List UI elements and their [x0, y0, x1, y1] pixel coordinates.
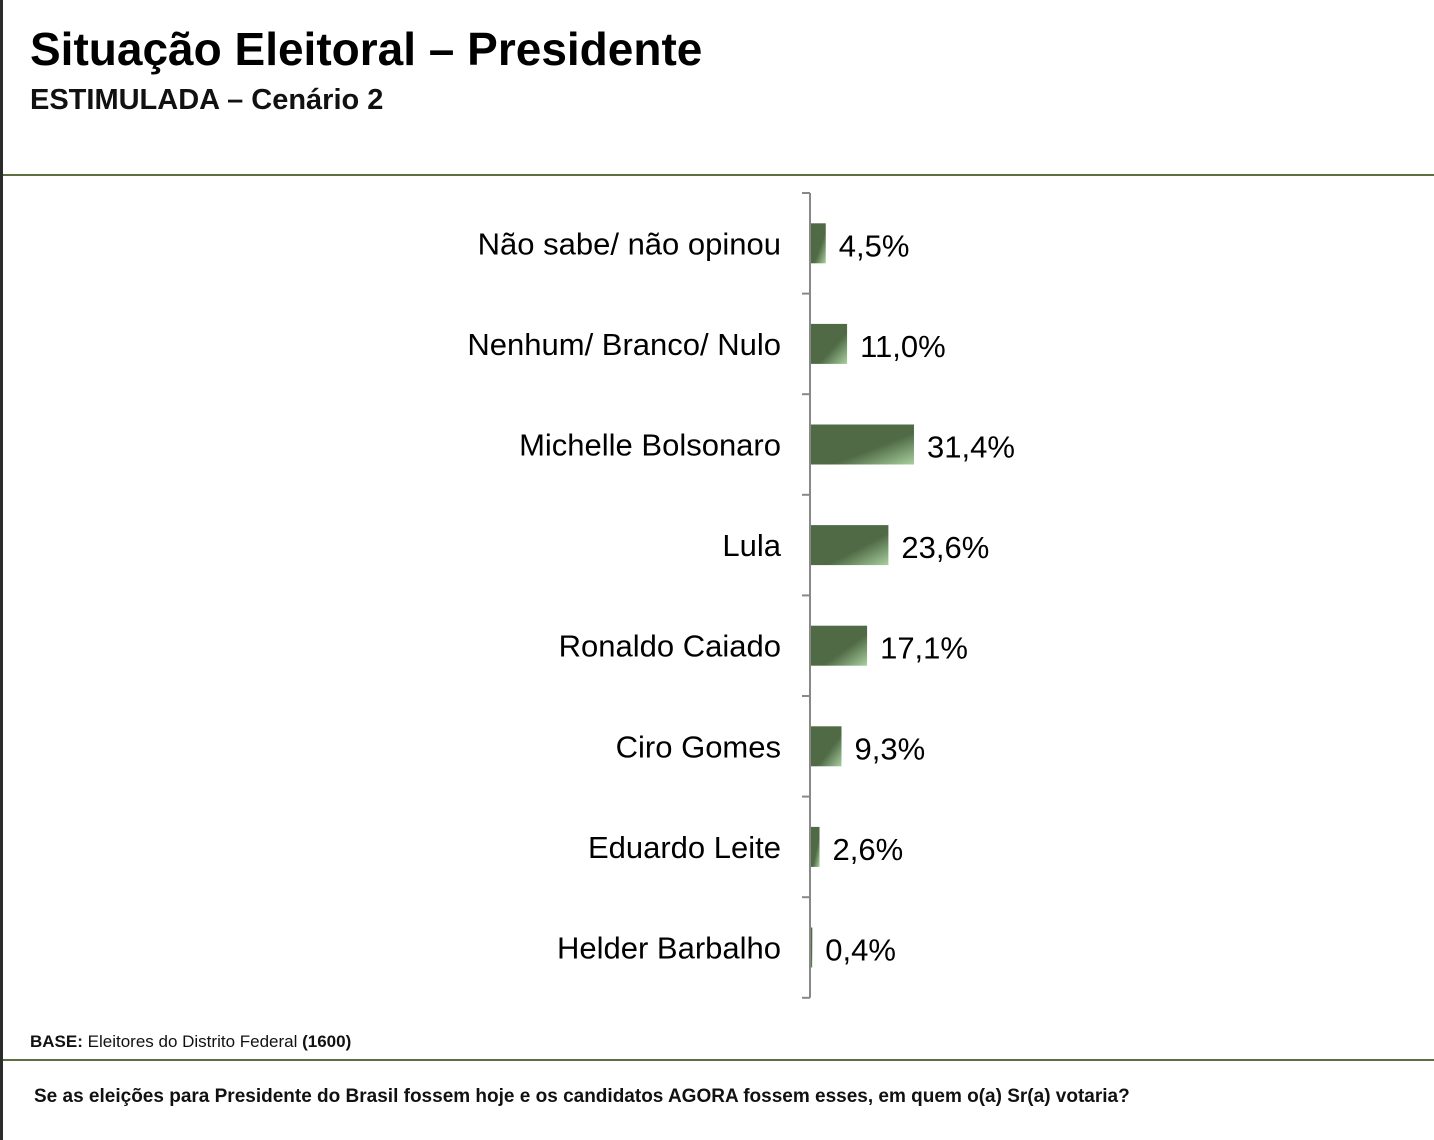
- data-label: 0,4%: [825, 933, 896, 968]
- category-label: Ronaldo Caiado: [559, 629, 781, 664]
- bar-1: [811, 323, 848, 364]
- data-label: 9,3%: [855, 731, 926, 766]
- category-label: Helder Barbalho: [557, 931, 781, 966]
- survey-question: Se as eleições para Presidente do Brasil…: [34, 1086, 1130, 1107]
- data-label: 11,0%: [860, 329, 946, 364]
- bar-6: [811, 826, 820, 867]
- divider-bottom: [3, 1059, 1434, 1061]
- bar-5: [811, 726, 842, 767]
- data-label: 31,4%: [927, 430, 1015, 465]
- base-label: BASE:: [30, 1032, 83, 1051]
- divider-top: [3, 174, 1434, 176]
- data-label: 17,1%: [880, 631, 968, 666]
- base-note: BASE: Eleitores do Distrito Federal (160…: [30, 1032, 351, 1052]
- left-border: [0, 0, 3, 1140]
- bar-2: [811, 424, 914, 465]
- bar-3: [811, 525, 889, 566]
- category-label: Nenhum/ Branco/ Nulo: [467, 327, 781, 362]
- page-title: Situação Eleitoral – Presidente: [30, 23, 703, 75]
- bar-0: [811, 223, 826, 264]
- category-label: Michelle Bolsonaro: [519, 428, 781, 463]
- base-count: (1600): [302, 1032, 352, 1051]
- bar-4: [811, 625, 868, 666]
- category-label: Ciro Gomes: [616, 729, 781, 764]
- data-label: 23,6%: [901, 530, 989, 565]
- category-label: Não sabe/ não opinou: [478, 226, 781, 261]
- page-subtitle: ESTIMULADA – Cenário 2: [30, 84, 384, 116]
- category-label: Lula: [722, 528, 781, 563]
- data-label: 2,6%: [833, 832, 904, 867]
- bar-7: [811, 927, 813, 968]
- category-label: Eduardo Leite: [588, 830, 781, 865]
- base-text: Eleitores do Distrito Federal: [82, 1032, 303, 1051]
- data-label: 4,5%: [839, 228, 910, 263]
